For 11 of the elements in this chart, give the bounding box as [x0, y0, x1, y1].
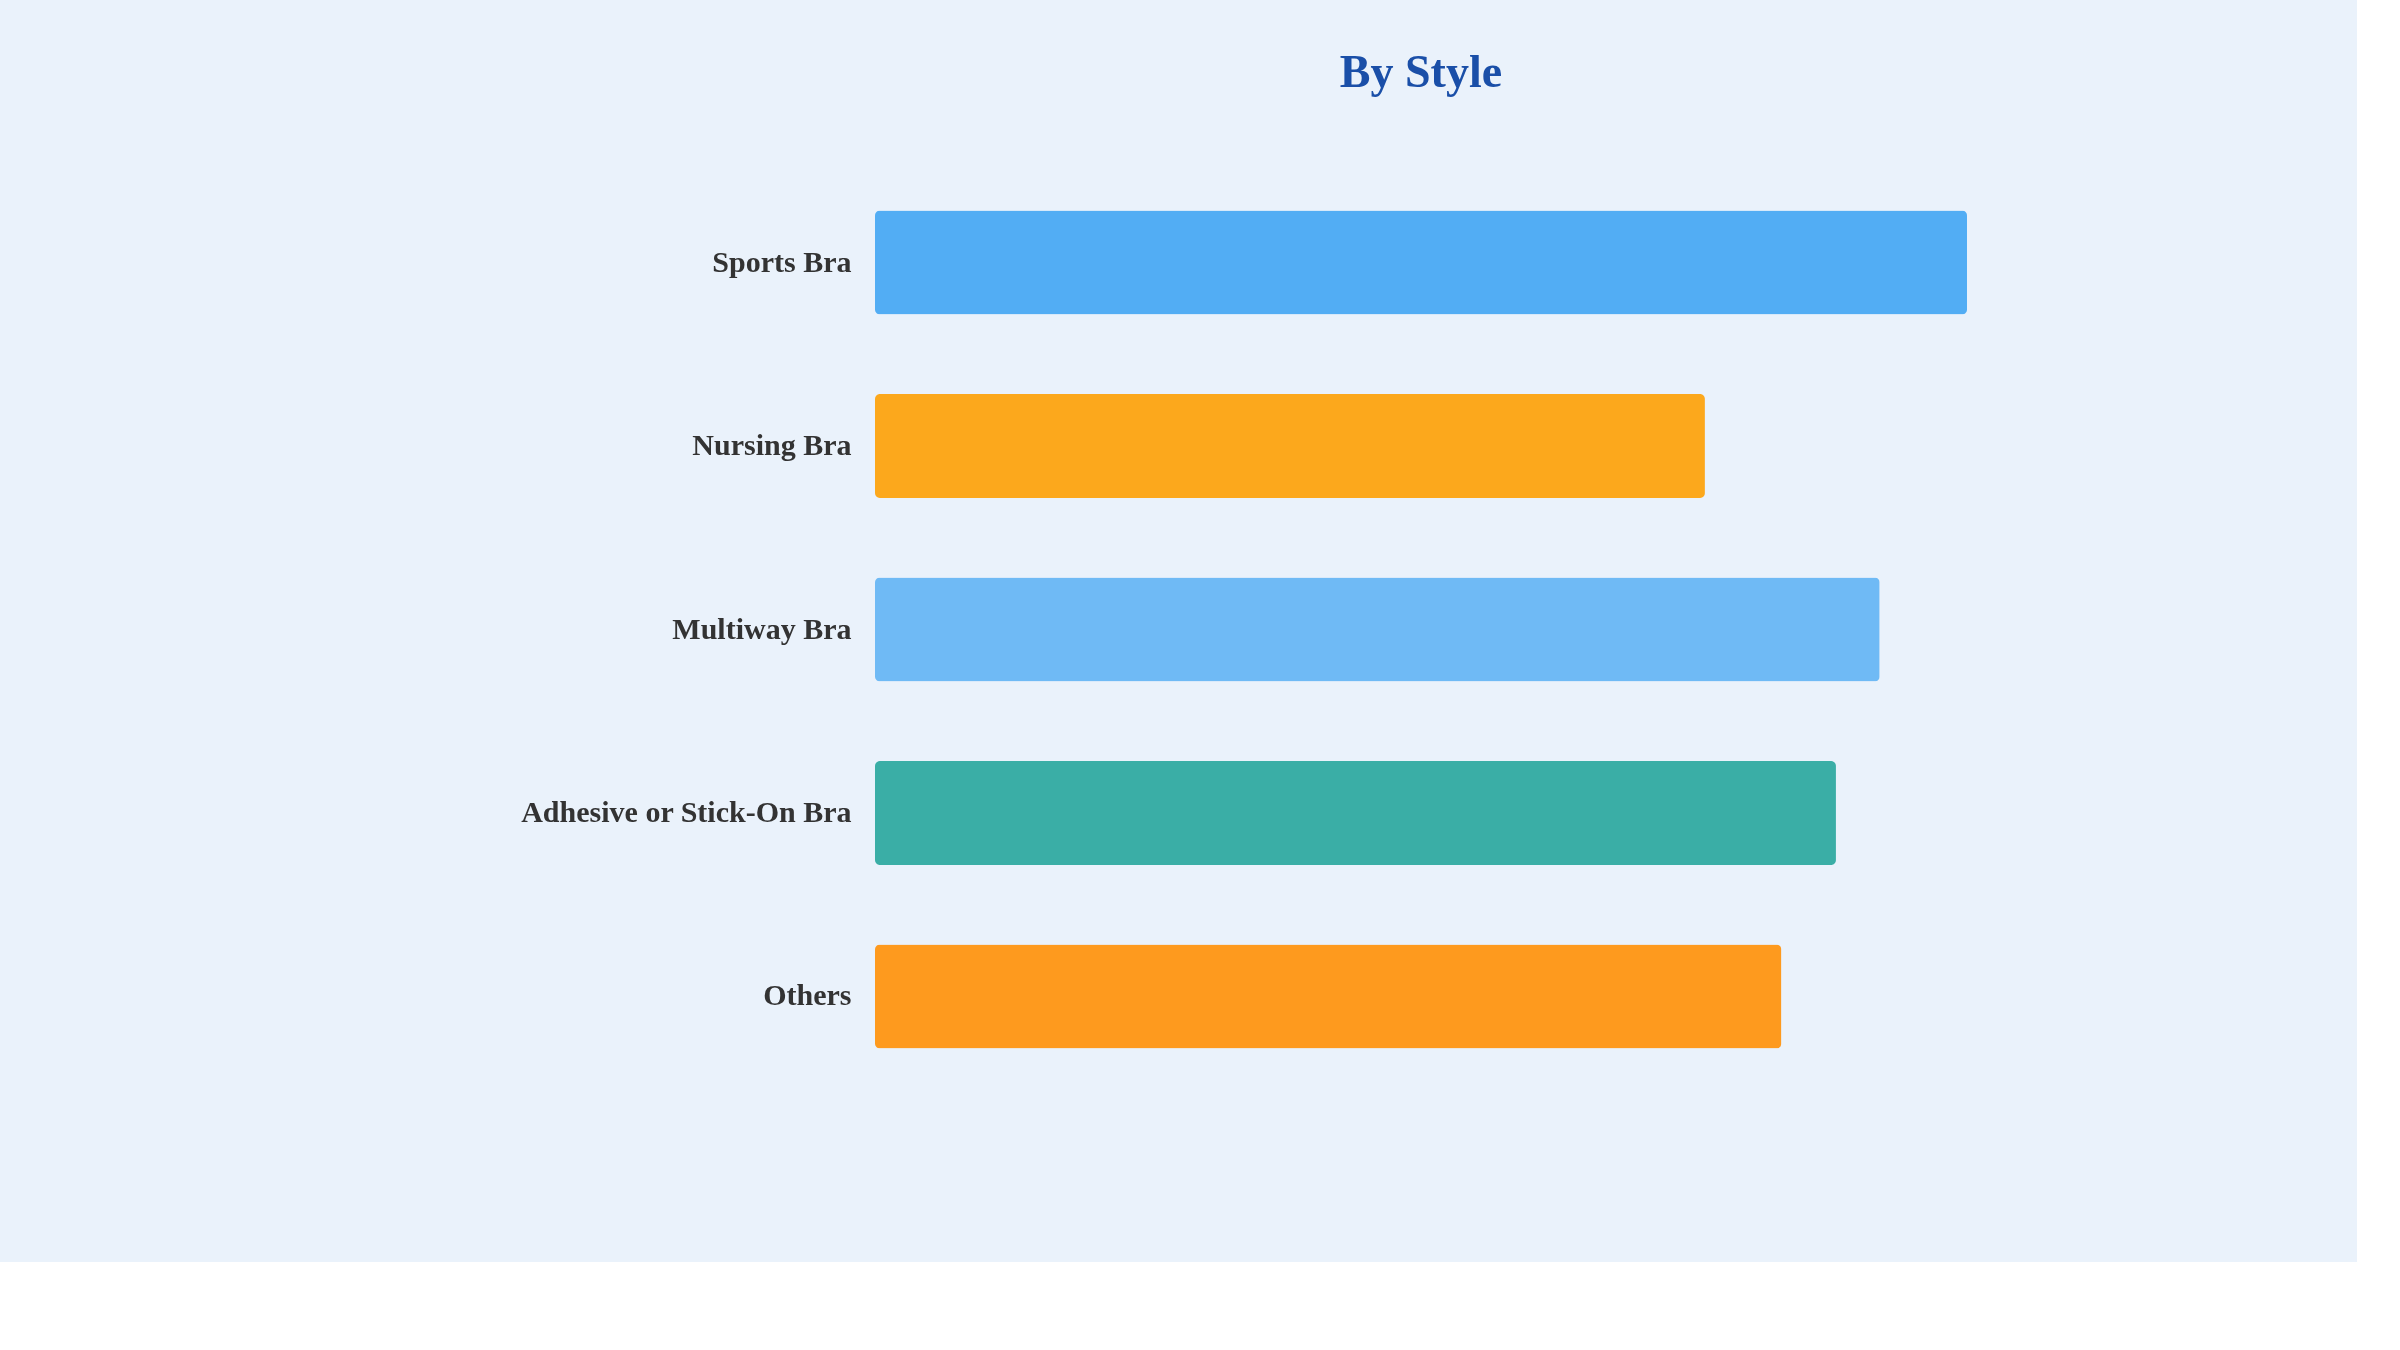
bar — [875, 394, 1705, 498]
bar — [875, 577, 1880, 682]
bar — [875, 761, 1836, 865]
y-tick-label: Nursing Bra — [692, 428, 852, 461]
y-tick-label: Adhesive or Stick-On Bra — [521, 795, 852, 828]
chart-title: By Style — [1339, 46, 1503, 97]
y-tick-label: Multiway Bra — [672, 611, 852, 645]
y-tick-label: Others — [763, 978, 852, 1012]
bar — [875, 944, 1782, 1049]
bar — [875, 210, 1967, 315]
y-tick-label: Sports Bra — [712, 244, 852, 278]
